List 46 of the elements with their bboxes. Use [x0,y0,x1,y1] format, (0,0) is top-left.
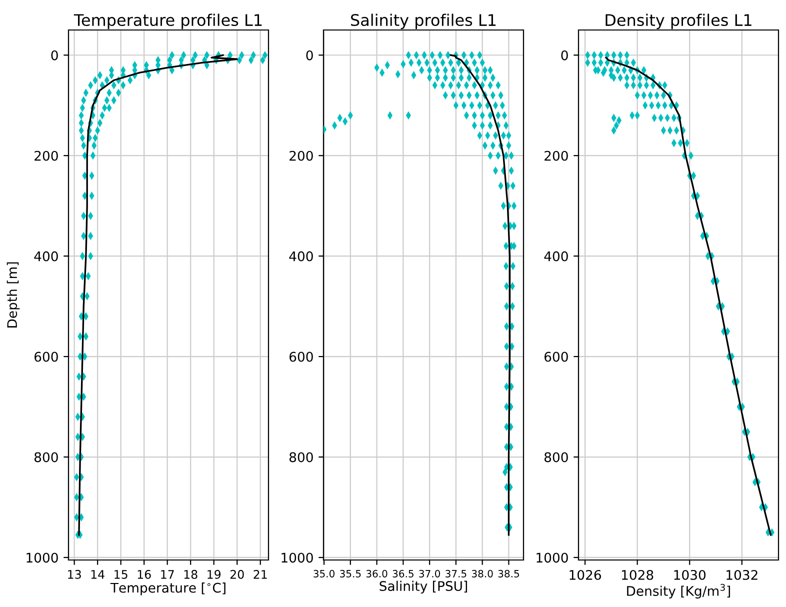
y-tick-label: 200 [290,150,313,161]
y-tick-label: 800 [289,452,313,462]
x-tick-label: 1026 [570,570,601,580]
x-tick-label: 21 [254,570,267,579]
chart-title: Density profiles L1 [606,14,752,30]
x-tick-label: 18 [184,570,198,579]
y-tick-label: 0 [561,50,568,60]
x-tick-label: 36.0 [366,570,388,578]
y-tick-label: 200 [34,150,58,161]
y-tick-label: 600 [290,352,313,362]
chart-title: Temperature profiles L1 [74,14,262,30]
x-axis-title: Density [Kg/m$^{3}$] [627,584,730,599]
y-tick-label: 1000 [26,552,58,563]
y-tick-label: 800 [34,452,58,462]
x-tick-label: 1030 [674,570,706,580]
x-tick-label: 35.5 [340,570,361,578]
y-tick-label: 0 [51,50,58,60]
y-tick-label: 400 [544,251,568,262]
x-tick-label: 13 [68,570,81,579]
y-tick-label: 1000 [282,552,313,563]
x-tick-label: 36.5 [392,570,414,578]
y-tick-label: 400 [34,251,58,262]
chart-title: Salinity profiles L1 [351,14,496,30]
y-tick-label: 0 [306,50,313,60]
x-tick-label: 1032 [726,570,758,580]
x-tick-label: 19 [208,570,221,579]
y-tick-label: 600 [544,352,568,362]
x-tick-label: 38.5 [498,570,519,578]
x-axis-title: Temperature [$^{∘}$C] [110,582,226,596]
x-tick-label: 16 [138,570,151,579]
y-tick-label: 400 [289,251,313,262]
x-tick-label: 35.0 [314,570,334,578]
y-axis-title: Depth [m] [6,262,20,328]
y-tick-label: 1000 [536,552,568,563]
x-axis-title: Salinity [PSU] [380,580,468,594]
x-tick-label: 37.0 [419,570,440,578]
x-tick-label: 15 [114,570,128,579]
x-tick-label: 37.5 [446,570,466,578]
y-tick-label: 600 [34,352,58,362]
x-tick-label: 14 [91,570,104,579]
x-tick-label: 20 [230,570,244,579]
x-tick-label: 1028 [622,570,654,580]
x-tick-label: 38.0 [472,570,493,578]
y-tick-label: 800 [544,452,568,462]
y-tick-label: 200 [544,150,568,161]
x-tick-label: 17 [161,570,174,579]
